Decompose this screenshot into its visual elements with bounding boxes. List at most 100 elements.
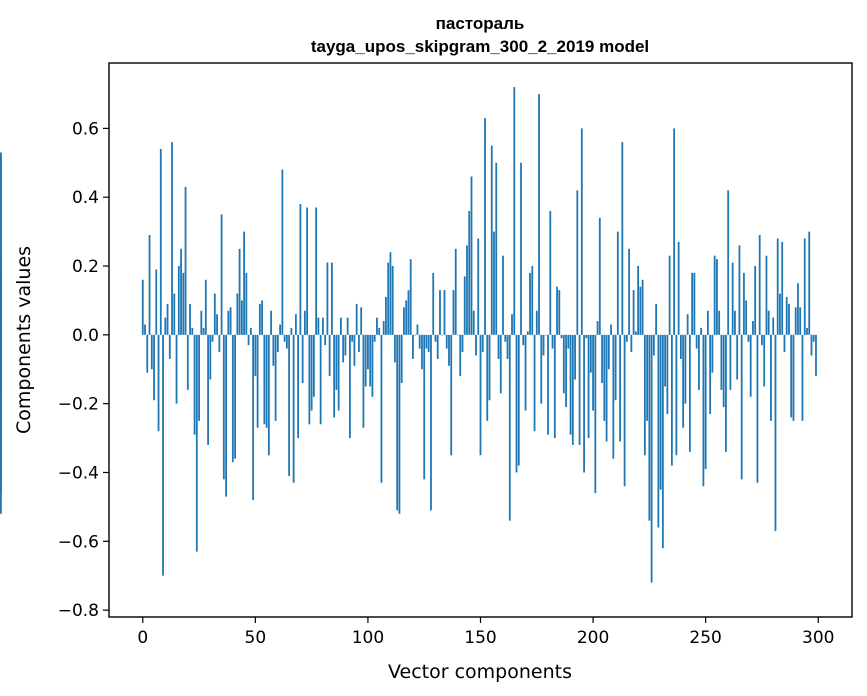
bar	[711, 334, 714, 373]
bar	[281, 169, 284, 335]
bar	[718, 310, 721, 335]
bar	[785, 296, 788, 335]
bar	[218, 334, 221, 353]
bar	[427, 334, 430, 353]
bar	[815, 334, 817, 377]
bar	[589, 334, 592, 373]
bar	[533, 334, 536, 432]
x-axis-label: Vector components	[388, 661, 572, 683]
bar	[610, 324, 612, 335]
bar	[666, 334, 669, 414]
bar	[166, 303, 169, 335]
chart-title: пастораль	[436, 14, 525, 33]
bar	[227, 310, 230, 335]
bar	[549, 210, 552, 335]
bar	[770, 334, 772, 421]
bar	[409, 259, 412, 335]
bar	[621, 142, 624, 335]
bar	[673, 128, 676, 335]
bar	[193, 334, 196, 435]
bar	[461, 334, 464, 353]
bar	[756, 334, 759, 483]
bar	[243, 231, 245, 335]
bar	[698, 334, 700, 390]
bar	[346, 317, 349, 335]
bar	[567, 334, 570, 349]
bar	[283, 334, 286, 342]
x-axis-ticks: 0 50 100 150 200 250 300	[137, 617, 834, 648]
bar	[799, 307, 802, 335]
bar	[162, 334, 164, 576]
bar	[596, 321, 599, 335]
bar	[265, 334, 268, 428]
bar	[146, 334, 149, 373]
bar	[229, 307, 232, 335]
bar	[186, 334, 189, 390]
bar	[725, 334, 727, 452]
bar	[315, 207, 318, 335]
bar	[587, 334, 590, 439]
bar	[709, 334, 712, 414]
bar	[459, 334, 462, 377]
bar	[488, 334, 491, 401]
bar	[670, 334, 673, 466]
bar	[448, 334, 450, 366]
bar	[565, 334, 567, 408]
bar	[310, 334, 313, 411]
bar	[684, 334, 687, 404]
bar	[538, 93, 540, 335]
bar	[303, 310, 306, 335]
bar	[592, 334, 594, 411]
bars-group	[0, 87, 817, 583]
bar	[643, 334, 646, 456]
bar	[337, 334, 340, 411]
bar	[362, 334, 365, 428]
bar	[198, 334, 200, 421]
bar	[274, 334, 277, 421]
bar	[634, 331, 637, 335]
bar	[184, 186, 187, 335]
bar	[531, 266, 534, 335]
bar	[580, 128, 583, 335]
bar	[520, 162, 522, 335]
y-tick-label: −0.4	[58, 463, 99, 483]
bar	[326, 262, 329, 335]
bar	[502, 255, 504, 335]
bar	[394, 334, 396, 363]
bar	[632, 290, 635, 335]
y-tick-label: 0.0	[72, 326, 99, 346]
bar	[526, 331, 529, 335]
bar	[270, 310, 273, 335]
bar	[468, 210, 471, 335]
bar	[767, 310, 770, 335]
x-tick-label: 250	[689, 628, 721, 648]
bar	[288, 334, 291, 476]
bar	[810, 334, 813, 356]
bar	[317, 317, 320, 335]
bar	[263, 334, 266, 425]
bar	[168, 334, 171, 359]
bar	[797, 283, 799, 335]
bar	[677, 241, 680, 335]
bar	[0, 155, 2, 335]
bar	[695, 334, 698, 349]
bar	[371, 334, 374, 397]
bar	[547, 334, 549, 435]
y-tick-label: 0.4	[72, 188, 99, 208]
bar	[425, 334, 428, 349]
bar	[551, 334, 554, 349]
bar	[637, 266, 640, 335]
bar	[285, 334, 288, 349]
bar	[452, 290, 455, 335]
bar	[745, 300, 748, 335]
bar	[324, 334, 327, 346]
bar	[691, 272, 694, 335]
y-tick-label: 0.2	[72, 257, 99, 277]
bar	[231, 334, 234, 463]
bar	[700, 327, 703, 335]
bar	[623, 334, 626, 487]
bar	[211, 334, 214, 342]
bar	[267, 334, 270, 456]
bar	[738, 245, 741, 335]
